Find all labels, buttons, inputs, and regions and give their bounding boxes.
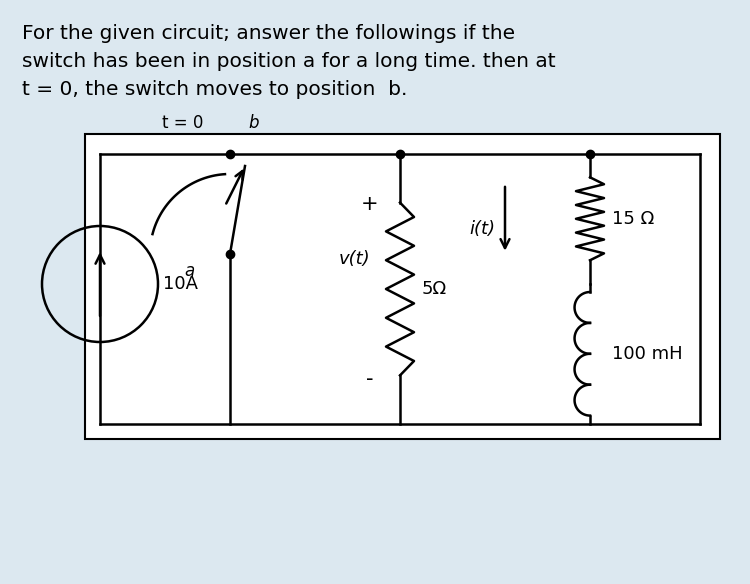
Text: For the given circuit; answer the followings if the
switch has been in position : For the given circuit; answer the follow… [22,24,556,99]
Text: +: + [362,194,379,214]
Text: 100 mH: 100 mH [612,345,682,363]
Bar [85,134,720,439]
Text: 15 Ω: 15 Ω [612,210,654,228]
Text: t = 0: t = 0 [162,114,203,132]
Text: a: a [184,262,195,280]
Text: b: b [248,114,259,132]
Text: i(t): i(t) [469,220,495,238]
Text: v(t): v(t) [338,250,370,268]
Text: 10A: 10A [163,275,198,293]
Text: 5Ω: 5Ω [422,280,447,298]
Text: -: - [366,369,374,389]
